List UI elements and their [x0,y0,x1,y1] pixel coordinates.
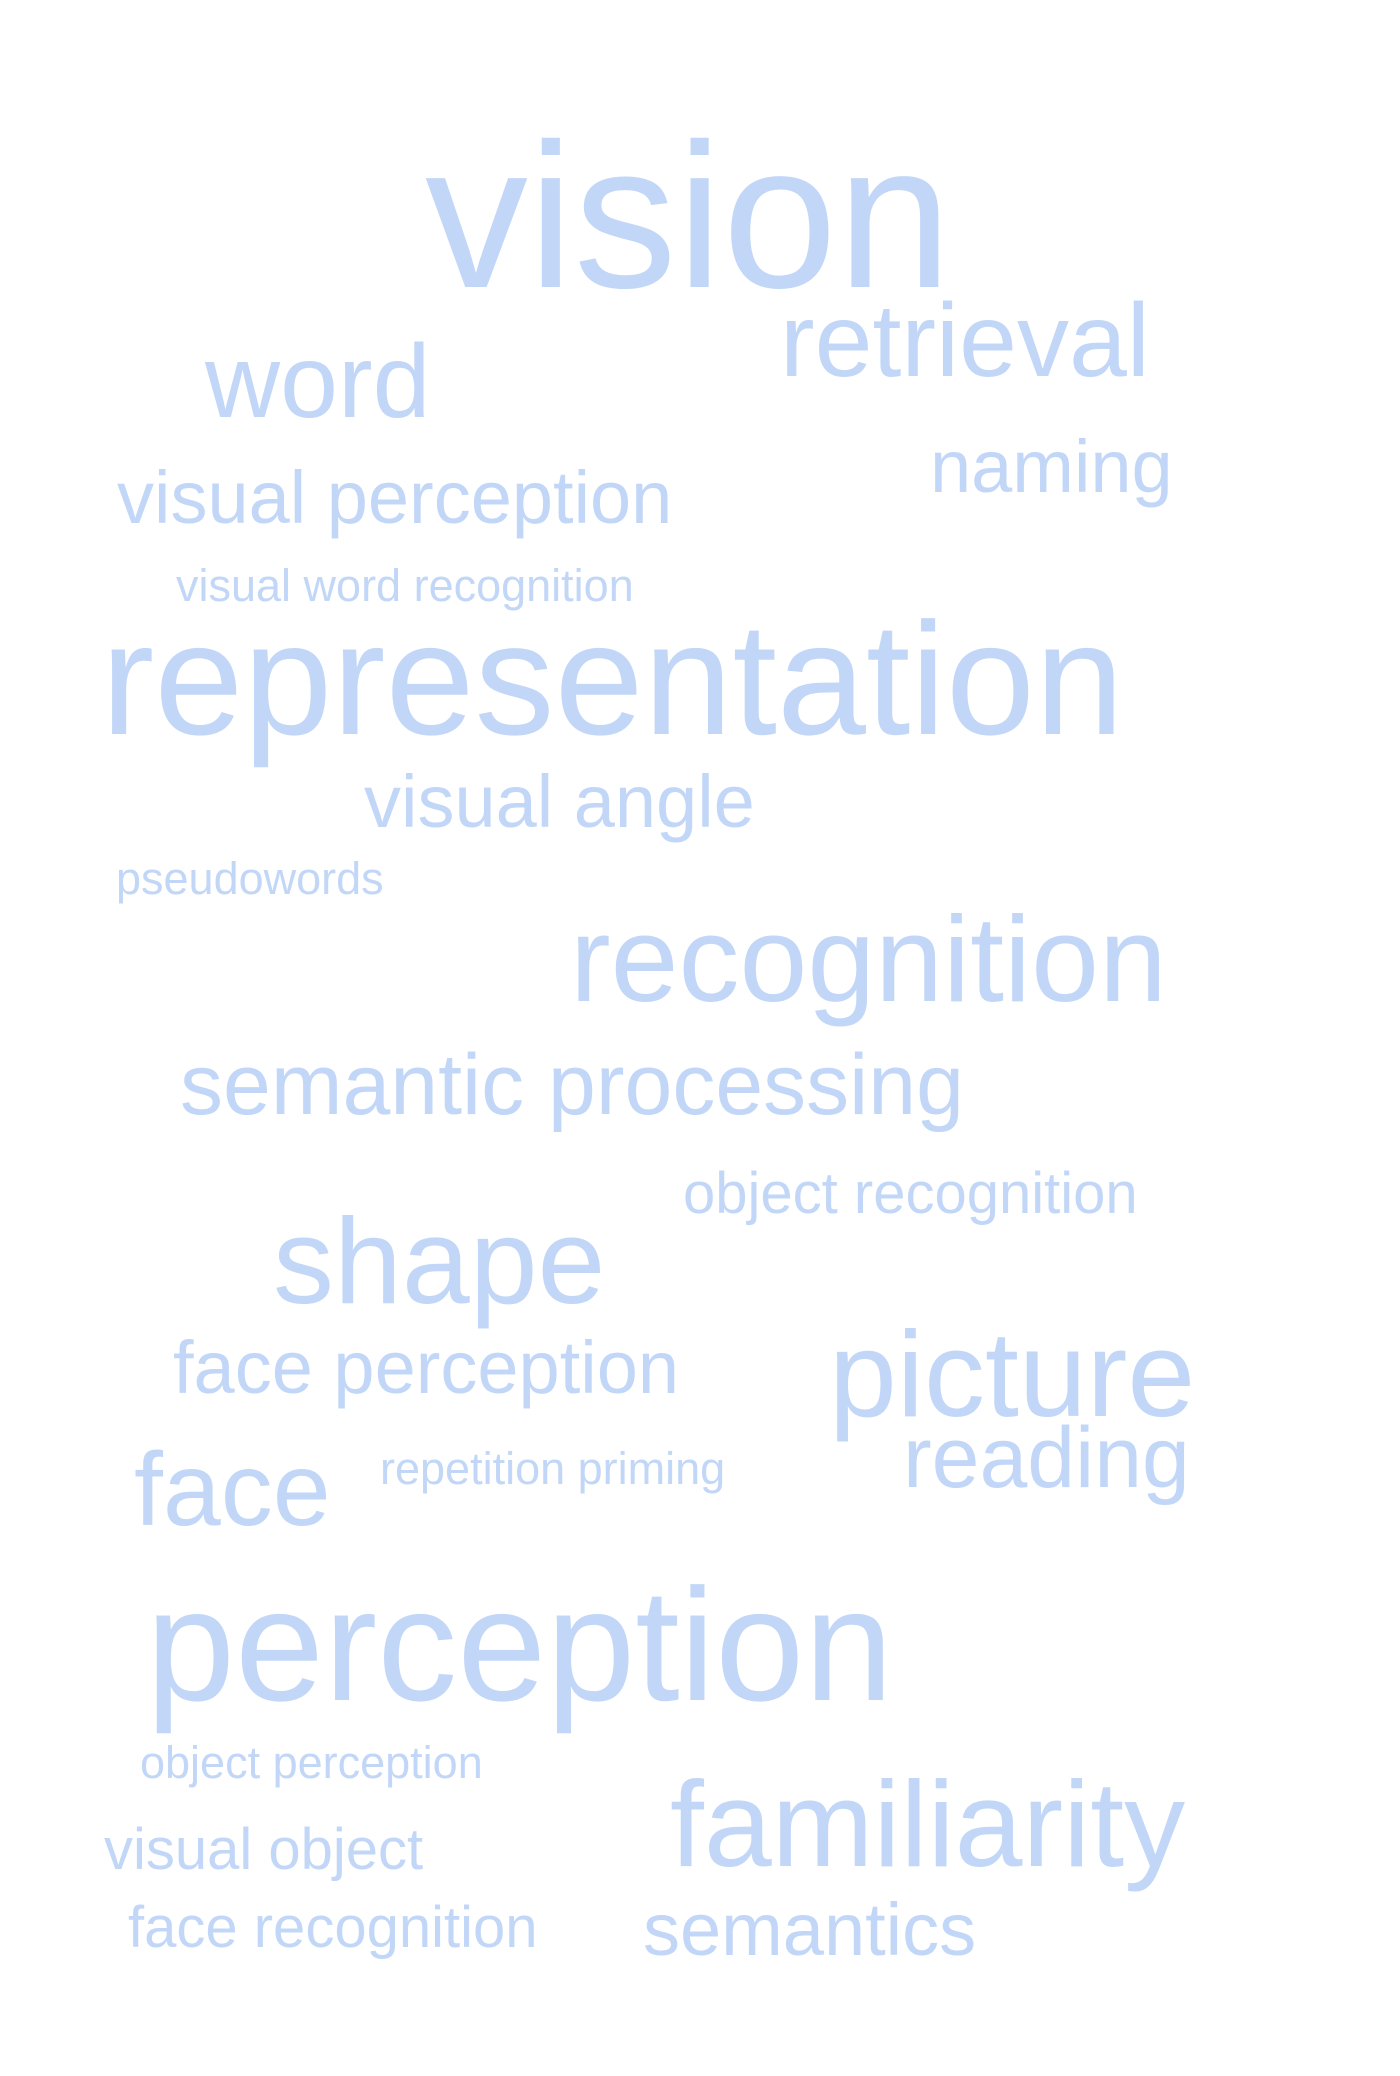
word-picture: picture [829,1306,1196,1442]
word-visual-angle: visual angle [364,760,755,843]
word-repetition-priming: repetition priming [380,1443,726,1494]
word-recognition: recognition [570,891,1167,1027]
word-retrieval: retrieval [780,283,1150,399]
word-semantic-processing: semantic processing [180,1037,964,1133]
word-face: face [134,1432,331,1548]
word-visual-object: visual object [104,1817,424,1882]
word-visual-perception: visual perception [117,456,673,539]
word-familiarity: familiarity [670,1756,1186,1892]
word-face-recognition: face recognition [128,1895,538,1960]
word-face-perception: face perception [173,1326,680,1409]
word-object-perception: object perception [140,1737,483,1788]
word-object-recognition: object recognition [683,1161,1138,1226]
word-word: word [205,324,431,440]
word-naming: naming [930,425,1173,508]
word-semantics: semantics [643,1888,977,1971]
word-perception: perception [146,1555,894,1734]
word-representation: representation [101,589,1124,768]
word-pseudowords: pseudowords [116,853,384,904]
word-vision: vision [425,101,952,331]
word-shape: shape [273,1193,606,1329]
word-reading: reading [903,1410,1190,1506]
word-visual-word-recognition: visual word recognition [176,560,634,611]
